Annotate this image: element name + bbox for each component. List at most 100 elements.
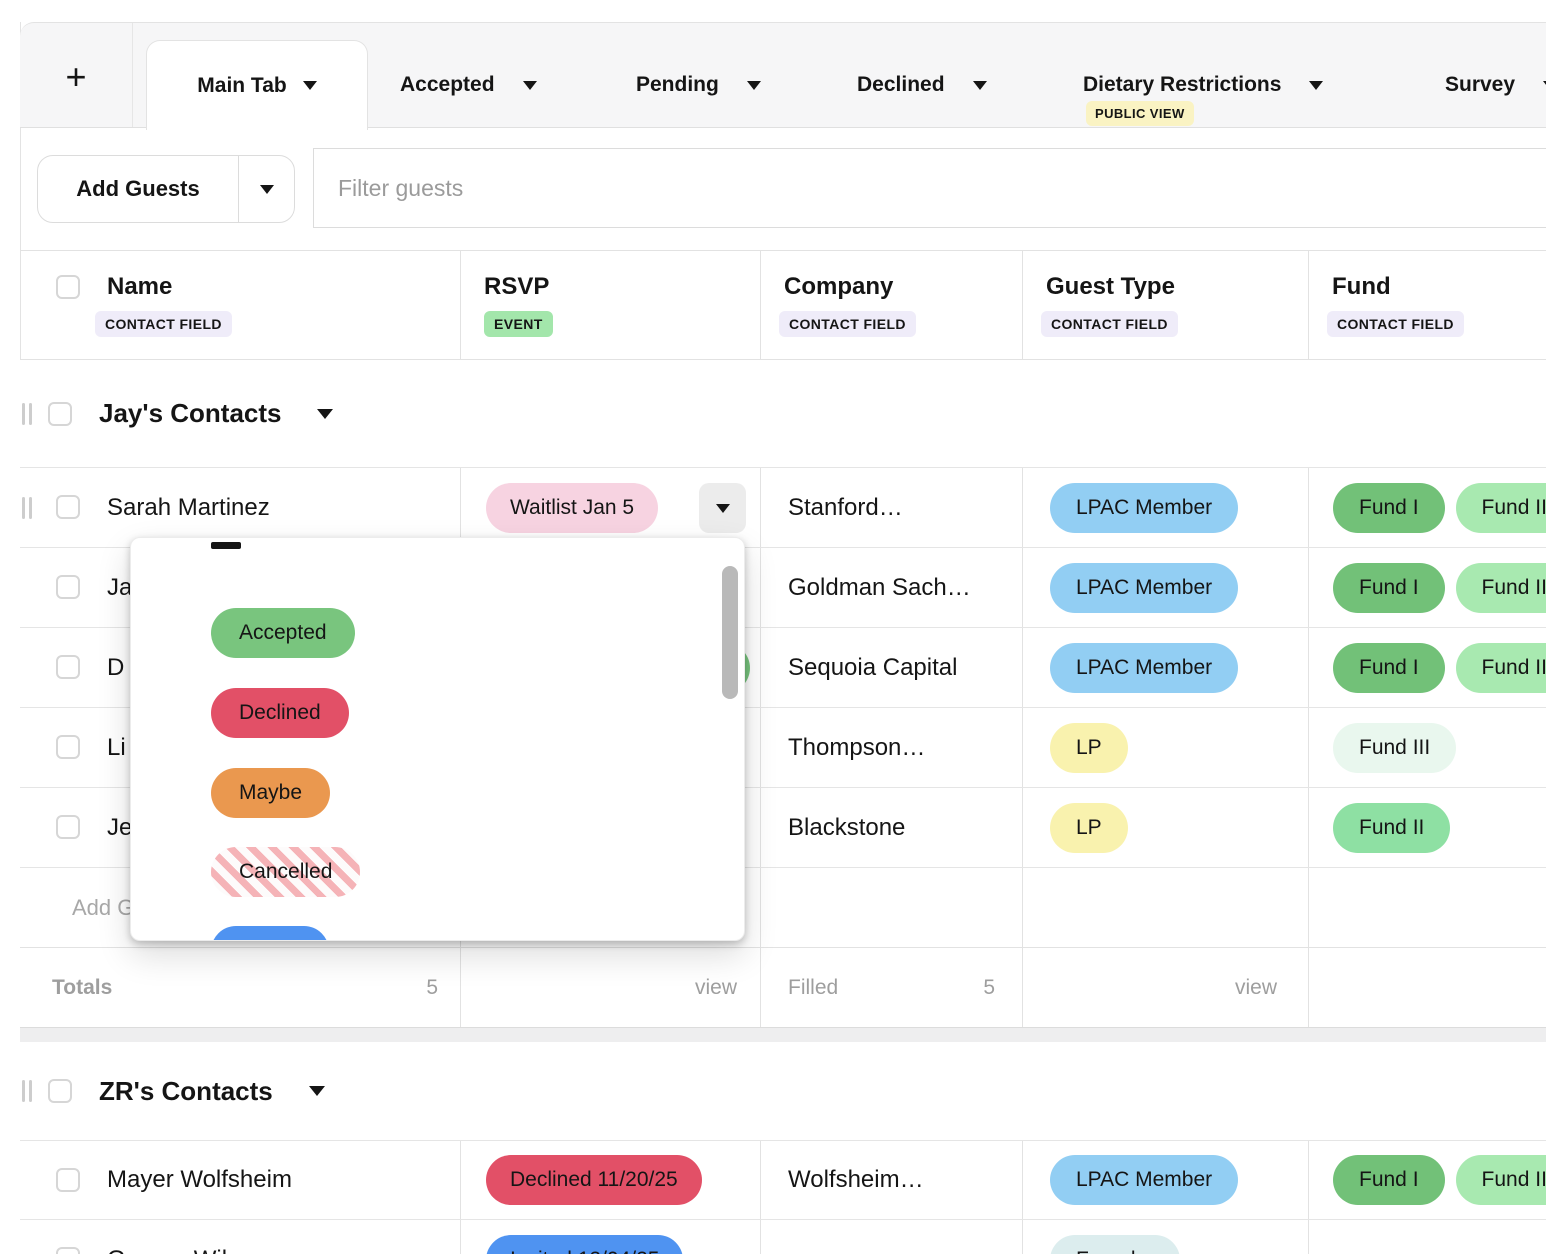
view-link[interactable]: view xyxy=(1234,975,1277,999)
group-collapse-button[interactable] xyxy=(308,1086,325,1096)
guest-type-pill[interactable]: LP xyxy=(1050,802,1128,853)
fund-cell: Fund I Fund II xyxy=(1308,628,1546,707)
column-type-badge: CONTACT FIELD xyxy=(95,311,232,337)
row-checkbox[interactable] xyxy=(56,1247,80,1254)
drag-handle-icon[interactable] xyxy=(22,402,32,425)
button-divider xyxy=(238,156,239,222)
tab-survey[interactable]: Survey xyxy=(1445,33,1546,137)
dropdown-scrollbar[interactable] xyxy=(722,566,738,699)
rsvp-option-pill: Maybe xyxy=(211,768,331,818)
rsvp-option-invited[interactable]: Invited xyxy=(211,926,329,940)
row-checkbox[interactable] xyxy=(56,735,80,759)
fund-pill[interactable]: Fund I xyxy=(1333,1155,1445,1205)
totals-name-cell: Totals 5 xyxy=(20,948,460,1027)
rsvp-option-accepted[interactable]: Accepted xyxy=(211,608,355,658)
select-all-checkbox[interactable] xyxy=(56,275,80,299)
tab-dietary-restrictions[interactable]: Dietary Restrictions xyxy=(1083,33,1324,137)
tab-main-active[interactable]: Main Tab xyxy=(146,40,368,130)
column-header-name: Name CONTACT FIELD xyxy=(20,251,460,359)
fund-pill[interactable]: Fund II xyxy=(1455,1155,1546,1205)
guest-type-cell: LPAC Member xyxy=(1022,468,1308,547)
chevron-down-icon xyxy=(715,503,730,513)
fund-cell xyxy=(1308,1220,1546,1254)
filter-guests-input[interactable] xyxy=(313,148,1546,228)
rsvp-option-pill: Invited xyxy=(211,926,329,940)
company-cell: Sequoia Capital xyxy=(760,628,1022,707)
guest-type-pill[interactable]: LPAC Member xyxy=(1050,482,1239,533)
company-cell: Stanford… xyxy=(760,468,1022,547)
add-guests-menu-button[interactable] xyxy=(239,184,294,194)
guest-name: Li xyxy=(107,733,126,761)
name-cell: Ja xyxy=(20,548,460,627)
guest-type-cell: LPAC Member xyxy=(1022,1141,1308,1219)
fund-pill[interactable]: Fund II xyxy=(1455,482,1546,533)
rsvp-pill[interactable]: Invited 12/04/25 xyxy=(486,1234,684,1254)
guest-type-cell: LPAC Member xyxy=(1022,548,1308,627)
filled-label: Filled xyxy=(788,975,839,999)
add-tab-button[interactable]: + xyxy=(20,23,133,127)
totals-row: Totals 5 view Filled 5 view xyxy=(20,947,1546,1028)
guest-type-pill[interactable]: LPAC Member xyxy=(1050,642,1239,693)
tab-declined[interactable]: Declined xyxy=(857,33,987,137)
chevron-down-icon xyxy=(972,80,987,90)
tab-label: Declined xyxy=(857,73,945,96)
chevron-down-icon xyxy=(1309,80,1324,90)
row-checkbox[interactable] xyxy=(56,575,80,599)
filled-count: 5 xyxy=(983,975,995,999)
totals-guest-type-cell: view xyxy=(1022,948,1308,1027)
guest-type-pill[interactable]: Founder xyxy=(1050,1234,1181,1254)
guest-type-pill[interactable]: LPAC Member xyxy=(1050,562,1239,613)
guest-name: George Wilson xyxy=(107,1246,266,1254)
guest-type-pill[interactable]: LP xyxy=(1050,722,1128,773)
fund-pill[interactable]: Fund I xyxy=(1333,562,1445,613)
guest-type-pill[interactable]: LPAC Member xyxy=(1050,1155,1239,1205)
add-guests-button[interactable]: Add Guests xyxy=(76,176,200,201)
company-name: Wolfsheim… xyxy=(788,1166,924,1193)
drag-handle-icon[interactable] xyxy=(22,497,32,519)
tab-label: Pending xyxy=(636,73,719,96)
rsvp-pill[interactable]: Waitlist Jan 5 xyxy=(486,482,659,533)
company-cell: Blackstone xyxy=(760,788,1022,867)
row-checkbox[interactable] xyxy=(56,815,80,839)
company-cell: Thompson… xyxy=(760,708,1022,787)
table-header: Name CONTACT FIELD RSVP EVENT Company CO… xyxy=(20,250,1546,360)
fund-pill[interactable]: Fund I xyxy=(1333,482,1445,533)
tab-accepted[interactable]: Accepted xyxy=(400,33,537,137)
fund-cell: Fund III xyxy=(1308,708,1546,787)
group-collapse-button[interactable] xyxy=(317,408,334,419)
group-checkbox[interactable] xyxy=(48,401,72,426)
row-checkbox[interactable] xyxy=(56,655,80,679)
rsvp-option-declined[interactable]: Declined xyxy=(211,688,349,738)
name-cell: Sarah Martinez xyxy=(20,468,460,547)
group-header-jays-contacts: Jay's Contacts xyxy=(20,360,1546,467)
tab-pending[interactable]: Pending xyxy=(636,33,761,137)
rsvp-pill[interactable]: Declined 11/20/25 xyxy=(486,1155,702,1205)
guest-row: Mayer Wolfsheim Declined 11/20/25 Wolfsh… xyxy=(20,1140,1546,1219)
fund-cell: Fund I Fund II xyxy=(1308,548,1546,627)
add-guests-split-button: Add Guests xyxy=(37,155,295,223)
rsvp-option-cancelled[interactable]: Cancelled xyxy=(211,847,361,897)
column-title: Name xyxy=(107,273,173,300)
row-checkbox[interactable] xyxy=(56,1168,80,1192)
empty-cell xyxy=(1308,868,1546,947)
column-header-fund: Fund CONTACT FIELD xyxy=(1308,251,1546,359)
company-name: Stanford… xyxy=(788,493,903,521)
row-checkbox[interactable] xyxy=(56,495,80,519)
fund-pill[interactable]: Fund III xyxy=(1333,722,1457,773)
guest-row-partial: George Wilson Invited 12/04/25 Founder xyxy=(20,1219,1546,1254)
column-type-badge: CONTACT FIELD xyxy=(1041,311,1178,337)
rsvp-dropdown-button[interactable] xyxy=(699,483,746,533)
fund-pill[interactable]: Fund II xyxy=(1455,562,1546,613)
rsvp-option-maybe[interactable]: Maybe xyxy=(211,768,331,818)
drag-handle-icon[interactable] xyxy=(22,1080,32,1102)
fund-pill[interactable]: Fund II xyxy=(1333,802,1451,853)
group-checkbox[interactable] xyxy=(48,1079,72,1103)
name-cell: Mayer Wolfsheim xyxy=(20,1141,460,1219)
view-link[interactable]: view xyxy=(694,975,737,999)
fund-pill[interactable]: Fund I xyxy=(1333,642,1445,693)
fund-pill[interactable]: Fund II xyxy=(1455,642,1546,693)
rsvp-cell: Declined 11/20/25 xyxy=(460,1141,760,1219)
guest-type-cell: Founder xyxy=(1022,1220,1308,1254)
public-view-badge: PUBLIC VIEW xyxy=(1086,101,1194,126)
